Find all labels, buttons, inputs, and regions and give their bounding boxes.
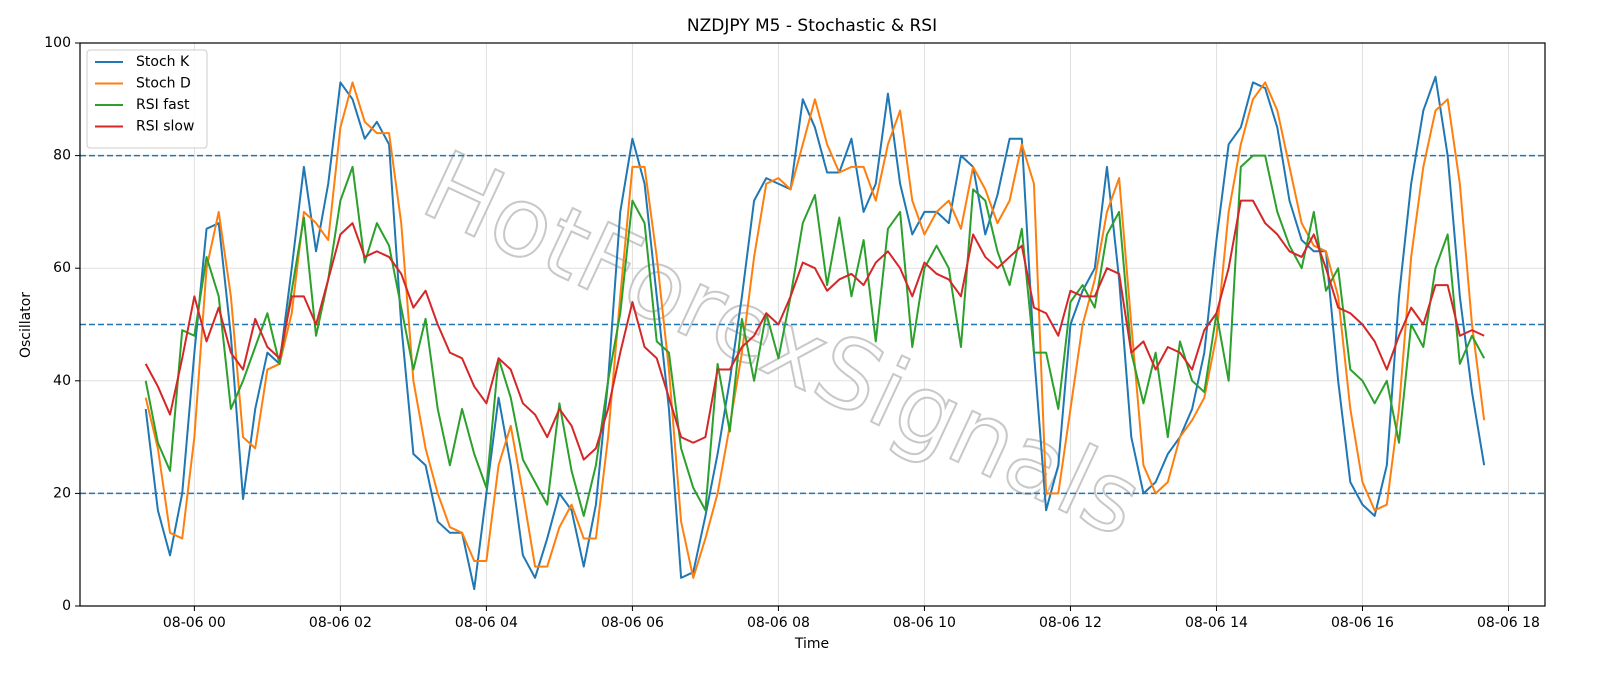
x-tick-label: 08-06 00 xyxy=(163,615,226,631)
series-line xyxy=(144,199,1485,461)
x-tick-label: 08-06 12 xyxy=(1039,615,1102,631)
legend-label: RSI slow xyxy=(136,119,194,135)
legend-label: Stoch D xyxy=(136,76,191,92)
legend: Stoch K Stoch D RSI fast RSI slow xyxy=(86,49,208,149)
y-tick-label: 40 xyxy=(53,373,71,389)
plot-frame xyxy=(79,42,1546,607)
series-line xyxy=(144,81,1486,579)
legend-label: Stoch K xyxy=(136,54,190,70)
legend-box xyxy=(86,49,208,149)
x-axis-label: Time xyxy=(794,636,829,652)
legend-label: RSI fast xyxy=(136,97,190,113)
x-tick-label: 08-06 06 xyxy=(601,615,664,631)
y-tick-label: 60 xyxy=(53,260,71,276)
y-tick-label: 80 xyxy=(53,148,71,164)
series-line xyxy=(144,154,1486,517)
x-tick-label: 08-06 14 xyxy=(1185,615,1248,631)
x-tick-label: 08-06 18 xyxy=(1477,615,1540,631)
x-tick-label: 08-06 02 xyxy=(309,615,372,631)
series-line xyxy=(144,75,1486,591)
y-axis-label: Oscillator xyxy=(18,292,34,358)
x-tick-label: 08-06 16 xyxy=(1331,615,1394,631)
x-tick-label: 08-06 04 xyxy=(455,615,518,631)
chart-title: NZDJPY M5 - Stochastic & RSI xyxy=(687,16,937,36)
y-tick-label: 20 xyxy=(53,485,71,501)
x-tick-label: 08-06 10 xyxy=(893,615,956,631)
y-tick-label: 100 xyxy=(44,35,71,51)
x-tick-label: 08-06 08 xyxy=(747,615,810,631)
y-tick-label: 0 xyxy=(62,598,71,614)
